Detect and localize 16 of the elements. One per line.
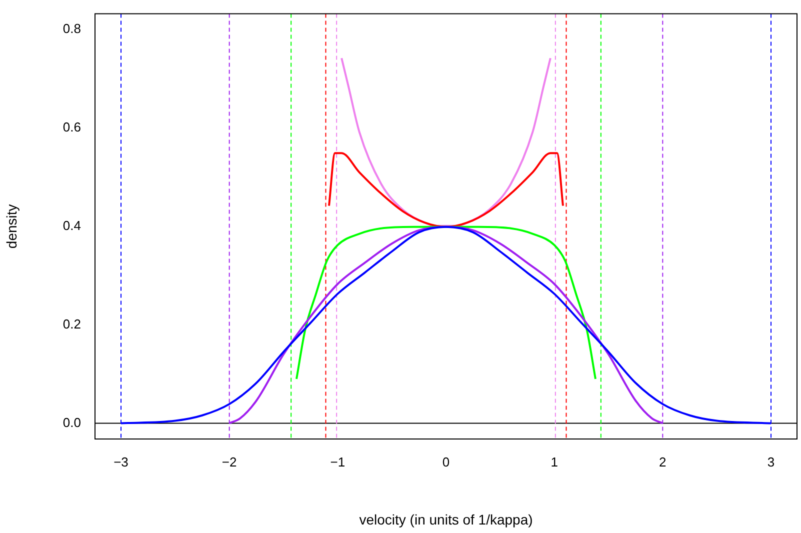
x-tick-label: −3	[114, 454, 128, 470]
x-axis-title: velocity (in units of 1/kappa)	[359, 511, 533, 528]
y-tick-label: 0.6	[62, 120, 81, 135]
x-tick-label: 0	[442, 454, 450, 470]
x-tick-label: 2	[659, 454, 666, 470]
y-tick-label: 0.4	[62, 218, 81, 233]
line-series	[340, 57, 552, 227]
x-tick-label: 3	[767, 454, 775, 470]
x-tick-label: −2	[222, 454, 237, 470]
x-tick-label: 1	[550, 454, 558, 470]
y-axis-title: density	[3, 204, 20, 249]
y-tick-label: 0.8	[62, 21, 81, 36]
x-tick-label: −1	[330, 454, 346, 470]
line-series	[296, 226, 596, 380]
y-tick-label: 0.2	[62, 316, 81, 332]
y-tick-label: 0.0	[62, 414, 81, 430]
